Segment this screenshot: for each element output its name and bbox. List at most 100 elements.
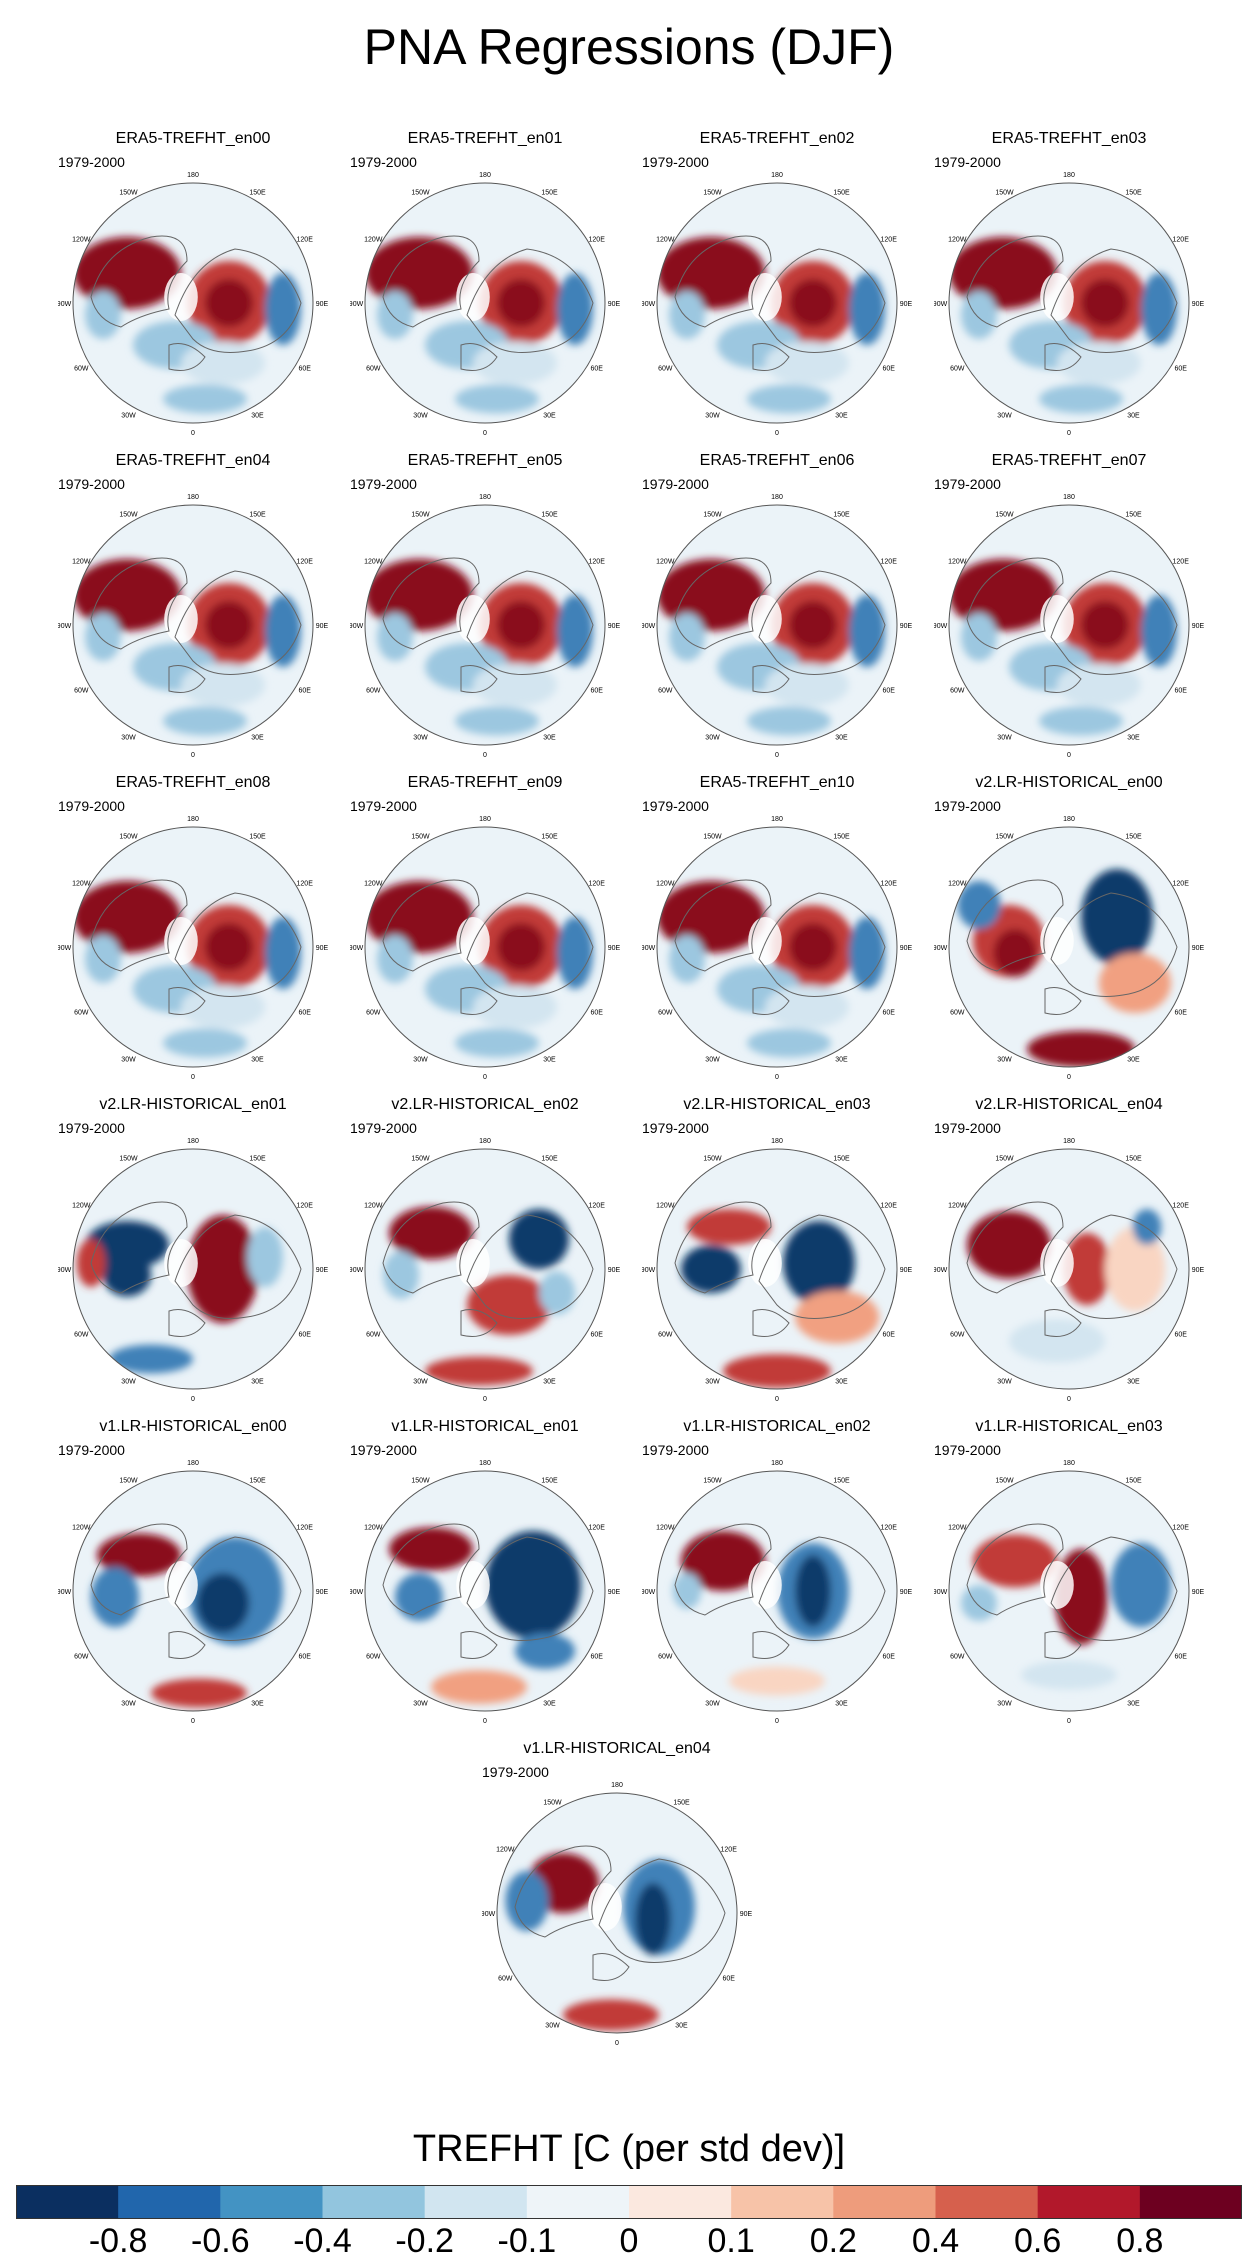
longitude-label: 90E	[740, 1911, 752, 1918]
coastline	[966, 557, 1064, 650]
coastline	[674, 557, 772, 650]
coastline	[90, 879, 188, 972]
longitude-label: 120E	[589, 1525, 606, 1532]
longitude-label: 120E	[297, 881, 314, 888]
anomaly-patch	[747, 1028, 831, 1058]
longitude-label: 150W	[703, 511, 722, 518]
polar-map: 180 150E 120E 90E 60E 30E 0 30W 60W 90W 120W 150W	[58, 1138, 328, 1403]
longitude-label: 150W	[411, 189, 430, 196]
longitude-label: 120W	[72, 237, 91, 244]
polar-map: 180 150E 120E 90E 60E 30E 0 30W 60W 90W 120W 150W	[482, 1782, 752, 2047]
longitude-label: 30E	[1127, 413, 1140, 420]
longitude-label: 150W	[703, 189, 722, 196]
longitude-label: 90W	[934, 301, 948, 308]
longitude-label: 120W	[364, 1525, 383, 1532]
longitude-label: 150W	[703, 1155, 722, 1162]
anomaly-patch	[765, 341, 849, 385]
longitude-label: 120W	[656, 1203, 675, 1210]
anomaly-patch	[265, 595, 301, 667]
map-panel: v2.LR-HISTORICAL_en03 1979-2000 180 150E 120…	[642, 1096, 912, 1403]
colorbar-swatch	[935, 2185, 1039, 2219]
coastline	[758, 892, 886, 997]
longitude-label: 60E	[298, 1654, 311, 1661]
longitude-label: 90E	[608, 623, 620, 630]
longitude-label: 30E	[1127, 1379, 1140, 1386]
longitude-label: 180	[771, 816, 783, 823]
longitude-label: 150W	[995, 511, 1014, 518]
anomaly-patch	[181, 663, 265, 707]
coastline	[1050, 248, 1178, 353]
polar-map: 180 150E 120E 90E 60E 30E 0 30W 60W 90W 120W 150W	[934, 816, 1204, 1081]
anomaly-patch	[789, 279, 837, 327]
coastline	[466, 570, 594, 675]
longitude-label: 150E	[249, 189, 266, 196]
longitude-label: 60E	[298, 688, 311, 695]
longitude-label: 60W	[950, 366, 965, 373]
anomaly-patch	[1081, 279, 1129, 327]
longitude-label: 150E	[833, 511, 850, 518]
anomaly-patch	[97, 1533, 181, 1577]
panel-period: 1979-2000	[58, 154, 125, 170]
longitude-label: 150E	[1125, 1477, 1142, 1484]
anomaly-patch	[1027, 1031, 1135, 1067]
longitude-label: 120E	[1173, 1525, 1190, 1532]
panel-title: v2.LR-HISTORICAL_en04	[975, 1096, 1163, 1113]
map-panel: v1.LR-HISTORICAL_en02 1979-2000 180 150E 120…	[642, 1418, 912, 1725]
longitude-label: 90W	[934, 623, 948, 630]
panel-period: 1979-2000	[58, 798, 125, 814]
coastline	[382, 1201, 480, 1294]
map-panel: v1.LR-HISTORICAL_en00 1979-2000 180 150E 120…	[58, 1418, 328, 1725]
longitude-label: 180	[187, 172, 199, 179]
longitude-label: 150W	[995, 1155, 1014, 1162]
panel-period: 1979-2000	[642, 1120, 709, 1136]
coastline	[460, 987, 498, 1015]
arctic-ocean	[164, 1561, 198, 1609]
longitude-label: 90W	[934, 1589, 948, 1596]
longitude-label: 150E	[249, 511, 266, 518]
anomaly-patch	[377, 935, 413, 983]
polar-map: 180 150E 120E 90E 60E 30E 0 30W 60W 90W 120W 150W	[350, 816, 620, 1081]
longitude-label: 120W	[948, 559, 967, 566]
longitude-label: 60W	[950, 1654, 965, 1661]
colorbar-swatch	[220, 2185, 323, 2219]
coastline	[752, 1309, 790, 1337]
longitude-label: 150W	[411, 1155, 430, 1162]
anomaly-patch	[849, 595, 885, 667]
map-border	[496, 1792, 738, 2034]
coastline	[1050, 1536, 1178, 1641]
anomaly-patch	[723, 1354, 831, 1388]
coastline	[460, 1309, 498, 1337]
anomaly-patch	[103, 1253, 151, 1297]
longitude-label: 90W	[350, 1589, 364, 1596]
coastline	[1044, 1631, 1082, 1659]
map-panel: ERA5-TREFHT_en08 1979-2000 180 150E 120E 90E 6…	[58, 774, 328, 1081]
colorbar-tick-label: 0.1	[707, 2222, 755, 2260]
anomaly-patch	[1141, 595, 1177, 667]
anomaly-patch	[1039, 384, 1123, 414]
anomaly-patch	[657, 237, 765, 309]
longitude-label: 180	[1063, 816, 1075, 823]
anomaly-patch	[377, 613, 413, 661]
anomaly-patch	[849, 917, 885, 989]
longitude-label: 60E	[590, 1010, 603, 1017]
longitude-label: 60E	[298, 366, 311, 373]
coastline	[174, 248, 302, 353]
longitude-label: 30W	[413, 1701, 428, 1708]
longitude-label: 60W	[950, 1010, 965, 1017]
panel-title: v2.LR-HISTORICAL_en03	[683, 1096, 871, 1113]
longitude-label: 180	[187, 1138, 199, 1145]
longitude-label: 90E	[316, 945, 328, 952]
longitude-label: 60W	[366, 688, 381, 695]
longitude-label: 120E	[589, 237, 606, 244]
longitude-label: 30W	[997, 735, 1012, 742]
anomaly-patch	[1063, 1233, 1111, 1305]
longitude-label: 30E	[251, 735, 264, 742]
longitude-label: 90E	[608, 945, 620, 952]
longitude-label: 150W	[995, 833, 1014, 840]
anomaly-patch	[973, 1534, 1057, 1588]
map-border	[364, 504, 606, 746]
panel-title: v2.LR-HISTORICAL_en01	[99, 1096, 287, 1113]
longitude-label: 60E	[298, 1332, 311, 1339]
panel-title: ERA5-TREFHT_en01	[407, 130, 563, 147]
longitude-label: 120E	[881, 1525, 898, 1532]
